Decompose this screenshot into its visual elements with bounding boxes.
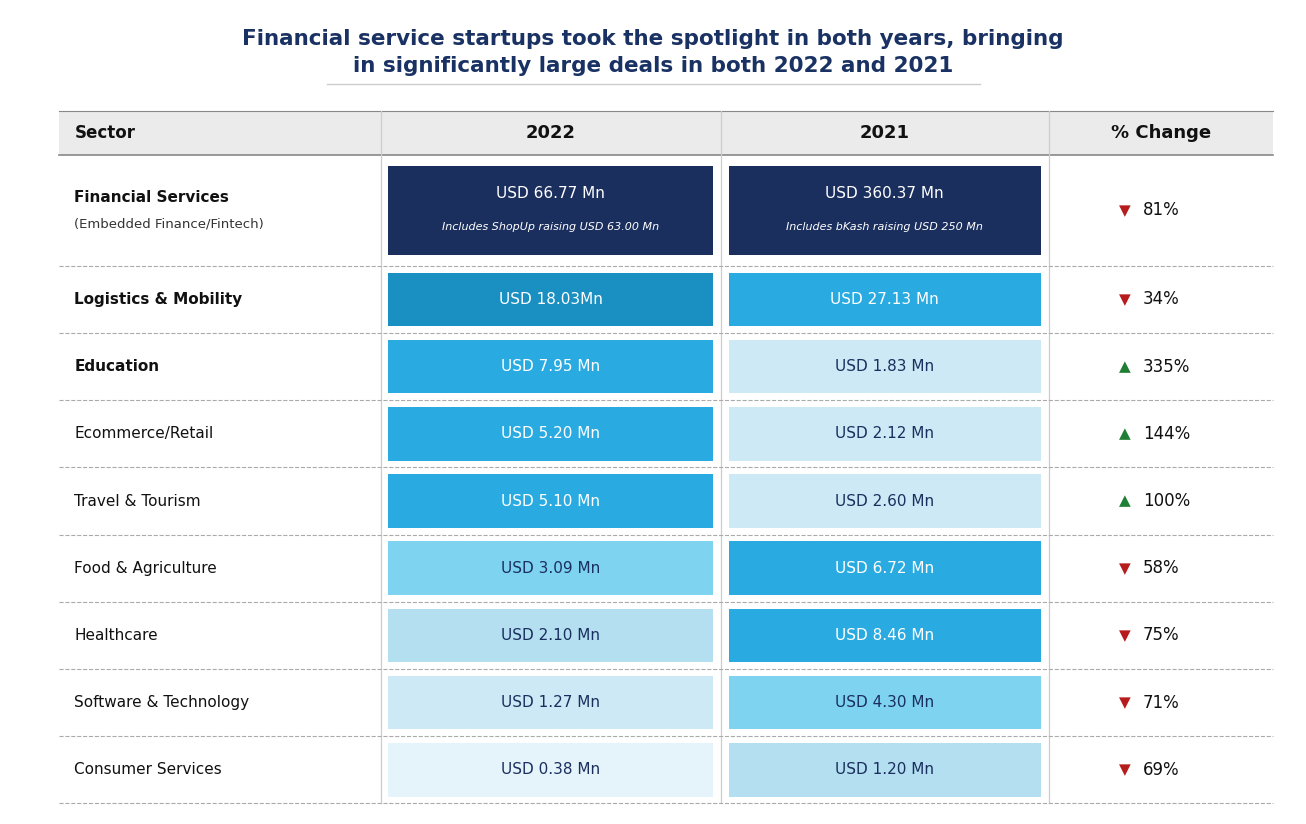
Text: Software & Technology: Software & Technology bbox=[74, 695, 249, 710]
Text: USD 0.38 Mn: USD 0.38 Mn bbox=[502, 762, 601, 777]
Text: 335%: 335% bbox=[1143, 358, 1190, 376]
Text: 34%: 34% bbox=[1143, 290, 1179, 308]
Text: USD 5.20 Mn: USD 5.20 Mn bbox=[502, 426, 601, 442]
Text: Travel & Tourism: Travel & Tourism bbox=[74, 494, 201, 508]
Text: USD 1.27 Mn: USD 1.27 Mn bbox=[502, 695, 601, 710]
Text: USD 1.20 Mn: USD 1.20 Mn bbox=[835, 762, 934, 777]
Text: Consumer Services: Consumer Services bbox=[74, 762, 222, 777]
Text: ▲: ▲ bbox=[1118, 494, 1130, 508]
Text: USD 7.95 Mn: USD 7.95 Mn bbox=[502, 359, 601, 374]
Text: ▼: ▼ bbox=[1118, 292, 1130, 307]
Text: Financial service startups took the spotlight in both years, bringing: Financial service startups took the spot… bbox=[242, 29, 1064, 49]
Text: % Change: % Change bbox=[1111, 124, 1211, 142]
Text: Includes ShopUp raising USD 63.00 Mn: Includes ShopUp raising USD 63.00 Mn bbox=[443, 222, 660, 232]
Text: USD 3.09 Mn: USD 3.09 Mn bbox=[502, 560, 601, 576]
Text: 58%: 58% bbox=[1143, 559, 1179, 577]
Text: 69%: 69% bbox=[1143, 761, 1179, 779]
Text: USD 4.30 Mn: USD 4.30 Mn bbox=[835, 695, 934, 710]
Text: ▲: ▲ bbox=[1118, 426, 1130, 442]
Text: USD 6.72 Mn: USD 6.72 Mn bbox=[835, 560, 934, 576]
Text: (Embedded Finance/Fintech): (Embedded Finance/Fintech) bbox=[74, 218, 264, 231]
Text: Education: Education bbox=[74, 359, 159, 374]
Text: 100%: 100% bbox=[1143, 492, 1190, 510]
Text: USD 360.37 Mn: USD 360.37 Mn bbox=[825, 186, 944, 201]
Text: 144%: 144% bbox=[1143, 425, 1190, 442]
Text: Includes bKash raising USD 250 Mn: Includes bKash raising USD 250 Mn bbox=[786, 222, 983, 232]
Text: USD 1.83 Mn: USD 1.83 Mn bbox=[835, 359, 934, 374]
Text: Sector: Sector bbox=[74, 124, 136, 142]
Text: USD 2.10 Mn: USD 2.10 Mn bbox=[502, 628, 601, 643]
Text: Financial Services: Financial Services bbox=[74, 190, 230, 204]
Text: ▼: ▼ bbox=[1118, 695, 1130, 710]
Text: USD 2.60 Mn: USD 2.60 Mn bbox=[835, 494, 934, 508]
Text: Ecommerce/Retail: Ecommerce/Retail bbox=[74, 426, 214, 442]
Text: Logistics & Mobility: Logistics & Mobility bbox=[74, 292, 243, 307]
Text: ▼: ▼ bbox=[1118, 203, 1130, 218]
Text: 71%: 71% bbox=[1143, 694, 1179, 712]
Text: USD 8.46 Mn: USD 8.46 Mn bbox=[835, 628, 934, 643]
Text: ▼: ▼ bbox=[1118, 628, 1130, 643]
Text: USD 18.03Mn: USD 18.03Mn bbox=[499, 292, 602, 307]
Text: Food & Agriculture: Food & Agriculture bbox=[74, 560, 217, 576]
Text: ▼: ▼ bbox=[1118, 560, 1130, 576]
Text: 2021: 2021 bbox=[859, 124, 910, 142]
Text: 81%: 81% bbox=[1143, 201, 1179, 219]
Text: 2022: 2022 bbox=[526, 124, 576, 142]
Text: in significantly large deals in both 2022 and 2021: in significantly large deals in both 202… bbox=[353, 56, 953, 76]
Text: USD 5.10 Mn: USD 5.10 Mn bbox=[502, 494, 601, 508]
Text: 75%: 75% bbox=[1143, 626, 1179, 644]
Text: Healthcare: Healthcare bbox=[74, 628, 158, 643]
Text: ▲: ▲ bbox=[1118, 359, 1130, 374]
Text: USD 2.12 Mn: USD 2.12 Mn bbox=[835, 426, 934, 442]
Text: USD 66.77 Mn: USD 66.77 Mn bbox=[496, 186, 605, 201]
Text: ▼: ▼ bbox=[1118, 762, 1130, 777]
Text: USD 27.13 Mn: USD 27.13 Mn bbox=[831, 292, 939, 307]
